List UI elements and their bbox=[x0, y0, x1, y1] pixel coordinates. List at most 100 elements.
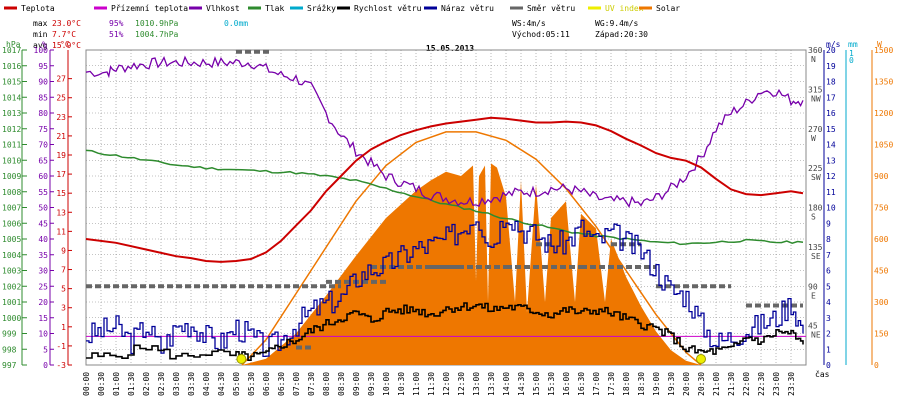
temp-tick-label: -1 bbox=[56, 342, 66, 351]
temp-tick-label: 7 bbox=[61, 266, 66, 275]
pressure-tick-label: 1011 bbox=[2, 141, 21, 150]
stat-sunset: Západ:20:30 bbox=[595, 30, 648, 39]
humidity-tick-label: 95 bbox=[38, 62, 48, 71]
direction-tick-label: 90 bbox=[808, 282, 818, 291]
direction-tick-label: 315 bbox=[808, 85, 823, 94]
stat-min-temp: 7.7°C bbox=[52, 30, 76, 39]
temp-tick-label: -3 bbox=[56, 361, 66, 370]
temp-tick-label: 23 bbox=[56, 113, 66, 122]
x-tick-label: 10:00 bbox=[382, 372, 391, 396]
right-axis-unit: mm bbox=[848, 40, 858, 49]
x-tick-label: 16:00 bbox=[562, 372, 571, 396]
x-tick-label: 00:30 bbox=[97, 372, 106, 396]
solar-tick-label: 1500 bbox=[874, 46, 893, 55]
legend-label: Náraz větru bbox=[441, 4, 494, 13]
chart-title: 15.05.2013 bbox=[426, 44, 474, 53]
wind-tick-label: 3 bbox=[826, 314, 831, 323]
wind-tick-label: 8 bbox=[826, 235, 831, 244]
x-tick-label: 23:30 bbox=[787, 372, 796, 396]
wind-tick-label: 20 bbox=[826, 46, 836, 55]
direction-tick-label: 360 bbox=[808, 46, 823, 55]
x-tick-label: 15:00 bbox=[532, 372, 541, 396]
direction-tick-label: 45 bbox=[808, 322, 818, 331]
humidity-tick-label: 40 bbox=[38, 235, 48, 244]
humidity-tick-label: 20 bbox=[38, 298, 48, 307]
wind-tick-label: 11 bbox=[826, 188, 836, 197]
stat-max-label: max bbox=[33, 19, 48, 28]
wind-tick-label: 2 bbox=[826, 330, 831, 339]
stat-min-pressure: 1004.7hPa bbox=[135, 30, 179, 39]
x-tick-label: 02:30 bbox=[157, 372, 166, 396]
humidity-tick-label: 5 bbox=[43, 345, 48, 354]
humidity-tick-label: 70 bbox=[38, 141, 48, 150]
x-tick-label: 18:00 bbox=[622, 372, 631, 396]
x-tick-label: 23:00 bbox=[772, 372, 781, 396]
stats-panel: max 23.0°C 95% 1010.9hPa 0.0mm min 7.7°C 51% 100… bbox=[33, 19, 648, 50]
x-tick-label: 09:00 bbox=[352, 372, 361, 396]
temp-tick-label: 15 bbox=[56, 189, 66, 198]
humidity-tick-label: 15 bbox=[38, 314, 48, 323]
x-tick-label: 03:30 bbox=[187, 372, 196, 396]
pressure-tick-label: 1000 bbox=[2, 314, 21, 323]
plot-area bbox=[85, 49, 807, 366]
humidity-tick-label: 25 bbox=[38, 282, 48, 291]
x-tick-label: 08:30 bbox=[337, 372, 346, 396]
humidity-tick-label: 100 bbox=[34, 46, 49, 55]
pressure-tick-label: 1016 bbox=[2, 62, 21, 71]
pressure-tick-label: 1010 bbox=[2, 156, 21, 165]
wind-tick-label: 18 bbox=[826, 78, 836, 87]
legend-label: UV index bbox=[605, 4, 644, 13]
x-tick-label: 04:00 bbox=[202, 372, 211, 396]
sunrise-marker bbox=[236, 354, 247, 364]
pressure-tick-label: 1004 bbox=[2, 251, 21, 260]
x-tick-label: 05:30 bbox=[247, 372, 256, 396]
humidity-line bbox=[85, 55, 804, 208]
pressure-tick-label: 1012 bbox=[2, 125, 21, 134]
stat-max-temp: 23.0°C bbox=[52, 19, 81, 28]
humidity-tick-label: 35 bbox=[38, 251, 48, 260]
temp-tick-label: 3 bbox=[61, 304, 66, 313]
stat-max-pressure: 1010.9hPa bbox=[135, 19, 179, 28]
pressure-tick-label: 1015 bbox=[2, 78, 21, 87]
x-tick-label: 19:00 bbox=[652, 372, 661, 396]
temp-tick-label: 11 bbox=[56, 227, 66, 236]
x-tick-label: 14:30 bbox=[517, 372, 526, 396]
legend-label: Směr větru bbox=[527, 4, 575, 13]
wind-tick-label: 7 bbox=[826, 251, 831, 260]
legend-label: Solar bbox=[656, 4, 680, 13]
x-tick-label: 17:30 bbox=[607, 372, 616, 396]
x-tick-label: 22:00 bbox=[742, 372, 751, 396]
wind-direction-series bbox=[86, 49, 803, 350]
right-axis-unit: m/s bbox=[826, 40, 841, 49]
solar-tick-label: 300 bbox=[874, 298, 889, 307]
x-tick-label: 01:30 bbox=[127, 372, 136, 396]
left-axis-unit: hPa bbox=[6, 40, 21, 49]
x-tick-label: 07:30 bbox=[307, 372, 316, 396]
humidity-tick-label: 45 bbox=[38, 219, 48, 228]
x-tick-label: 13:00 bbox=[472, 372, 481, 396]
legend: Teplota Přízemní teplota Vlhkost Tlak Srážky… bbox=[4, 4, 680, 13]
wind-tick-label: 13 bbox=[826, 156, 836, 165]
left-axis-unit: % bbox=[42, 40, 47, 49]
x-tick-label: 18:30 bbox=[637, 372, 646, 396]
stat-avg-temp: 15.9°C bbox=[52, 41, 81, 50]
stat-wind-speed: WS:4m/s bbox=[512, 19, 546, 28]
wind-tick-label: 15 bbox=[826, 125, 836, 134]
temperature-line bbox=[85, 116, 804, 263]
stat-min-label: min bbox=[33, 30, 48, 39]
x-tick-label: 20:30 bbox=[697, 372, 706, 396]
x-tick-label: 09:30 bbox=[367, 372, 376, 396]
right-axis-unit: W bbox=[877, 40, 882, 49]
direction-tick-label: 180 bbox=[808, 204, 823, 213]
humidity-tick-label: 90 bbox=[38, 78, 48, 87]
x-axis-label: čas bbox=[815, 369, 830, 379]
temp-tick-label: 19 bbox=[56, 151, 66, 160]
direction-tick-label: 135 bbox=[808, 243, 823, 252]
wind-tick-label: 1 bbox=[826, 345, 831, 354]
legend-label: Teplota bbox=[21, 4, 55, 13]
pressure-tick-label: 1009 bbox=[2, 172, 21, 181]
stat-sunrise: Východ:05:11 bbox=[512, 30, 570, 39]
x-tick-label: 14:00 bbox=[502, 372, 511, 396]
wind-tick-label: 4 bbox=[826, 298, 831, 307]
